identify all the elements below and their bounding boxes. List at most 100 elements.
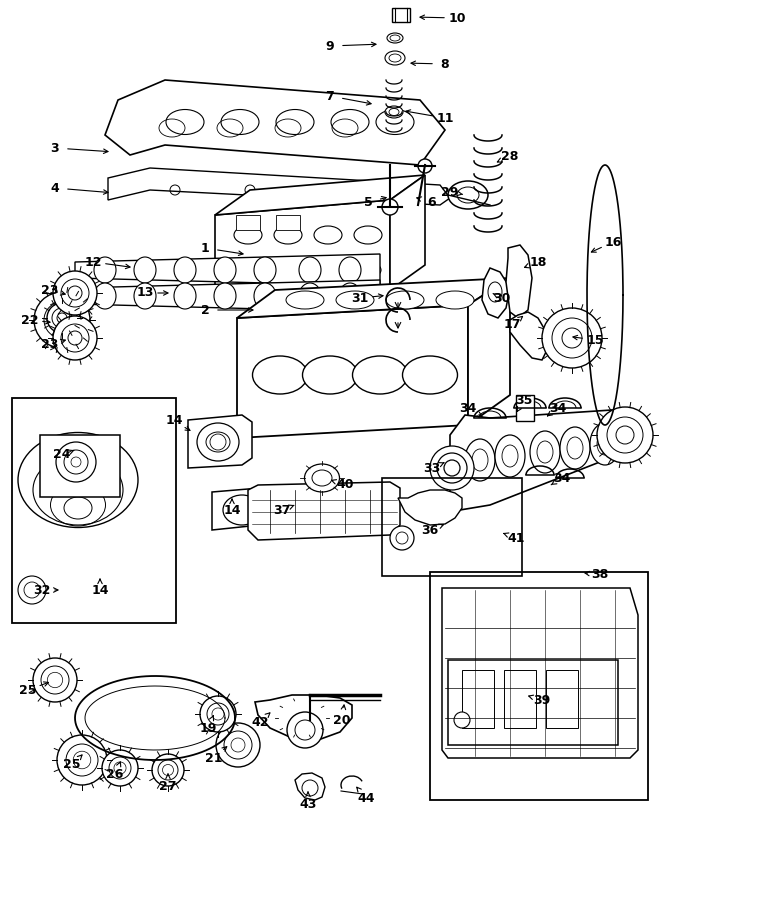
Circle shape [454,712,470,728]
Polygon shape [506,245,532,318]
Ellipse shape [331,110,369,134]
Bar [462,670,494,728]
Text: 19: 19 [199,722,217,734]
Ellipse shape [274,226,302,244]
Ellipse shape [387,33,403,43]
Circle shape [287,712,323,748]
Polygon shape [390,175,425,290]
Ellipse shape [339,283,361,309]
Text: 14: 14 [91,583,109,597]
Ellipse shape [315,262,341,278]
Polygon shape [255,695,352,740]
Circle shape [382,199,398,215]
Text: 41: 41 [507,532,525,544]
Bar [382,478,522,576]
Bar [12,398,176,623]
Ellipse shape [355,262,381,278]
Text: 27: 27 [159,780,177,794]
Text: 23: 23 [41,338,58,352]
Circle shape [34,292,90,348]
Text: 30: 30 [493,292,511,304]
Ellipse shape [276,110,314,134]
Ellipse shape [134,283,156,309]
Polygon shape [108,168,450,205]
Circle shape [53,271,97,315]
Ellipse shape [197,423,239,461]
Text: 13: 13 [136,286,153,300]
Circle shape [18,576,46,604]
Polygon shape [237,278,510,318]
Polygon shape [237,305,468,438]
Circle shape [200,696,236,732]
Text: 29: 29 [442,185,459,199]
Text: 25: 25 [19,683,37,697]
Text: 28: 28 [502,149,519,163]
Ellipse shape [436,291,474,309]
Ellipse shape [254,257,276,283]
Ellipse shape [94,283,116,309]
Bar [504,670,536,728]
Text: 7: 7 [326,89,334,103]
Text: 5: 5 [364,195,372,209]
Text: 20: 20 [333,714,351,726]
Ellipse shape [448,181,488,209]
Ellipse shape [18,433,138,527]
Ellipse shape [305,464,340,492]
Text: 25: 25 [63,759,81,771]
Text: 37: 37 [273,503,291,517]
Circle shape [152,754,184,786]
Polygon shape [482,268,510,318]
Bar [546,670,578,728]
Text: 26: 26 [106,769,124,781]
Polygon shape [398,490,462,525]
Ellipse shape [385,106,403,118]
Text: 12: 12 [84,256,102,268]
Text: 43: 43 [299,798,317,812]
Circle shape [216,723,260,767]
Polygon shape [215,175,425,215]
Ellipse shape [174,257,196,283]
Polygon shape [75,254,380,286]
Circle shape [390,526,414,550]
Text: 11: 11 [436,112,453,124]
Text: 39: 39 [534,694,551,706]
Text: 18: 18 [529,256,547,268]
Text: 14: 14 [165,415,183,428]
Polygon shape [212,488,272,530]
Ellipse shape [495,435,525,477]
Bar [448,660,618,745]
Ellipse shape [465,439,495,481]
Text: 31: 31 [351,292,368,304]
Bar [430,572,648,800]
Circle shape [53,316,97,360]
Text: 34: 34 [553,472,571,484]
Circle shape [33,658,77,702]
Bar [40,435,120,497]
Ellipse shape [590,423,620,465]
Text: 34: 34 [549,401,566,415]
Ellipse shape [299,283,321,309]
Ellipse shape [530,431,560,473]
Text: 4: 4 [51,182,59,194]
Polygon shape [510,312,548,360]
Ellipse shape [235,262,261,278]
Ellipse shape [221,110,259,134]
Ellipse shape [385,51,405,65]
Text: 14: 14 [224,503,241,517]
Text: 34: 34 [460,401,477,415]
Ellipse shape [254,283,276,309]
Ellipse shape [403,356,457,394]
Circle shape [542,308,602,368]
Ellipse shape [339,257,361,283]
Polygon shape [215,200,390,305]
Ellipse shape [94,257,116,283]
Ellipse shape [234,226,262,244]
Text: 1: 1 [201,241,210,255]
Text: 33: 33 [423,462,441,474]
Ellipse shape [314,226,342,244]
Text: 9: 9 [326,40,334,52]
Text: 16: 16 [605,236,622,248]
Text: 40: 40 [337,479,354,491]
Polygon shape [105,80,445,165]
Ellipse shape [275,262,301,278]
